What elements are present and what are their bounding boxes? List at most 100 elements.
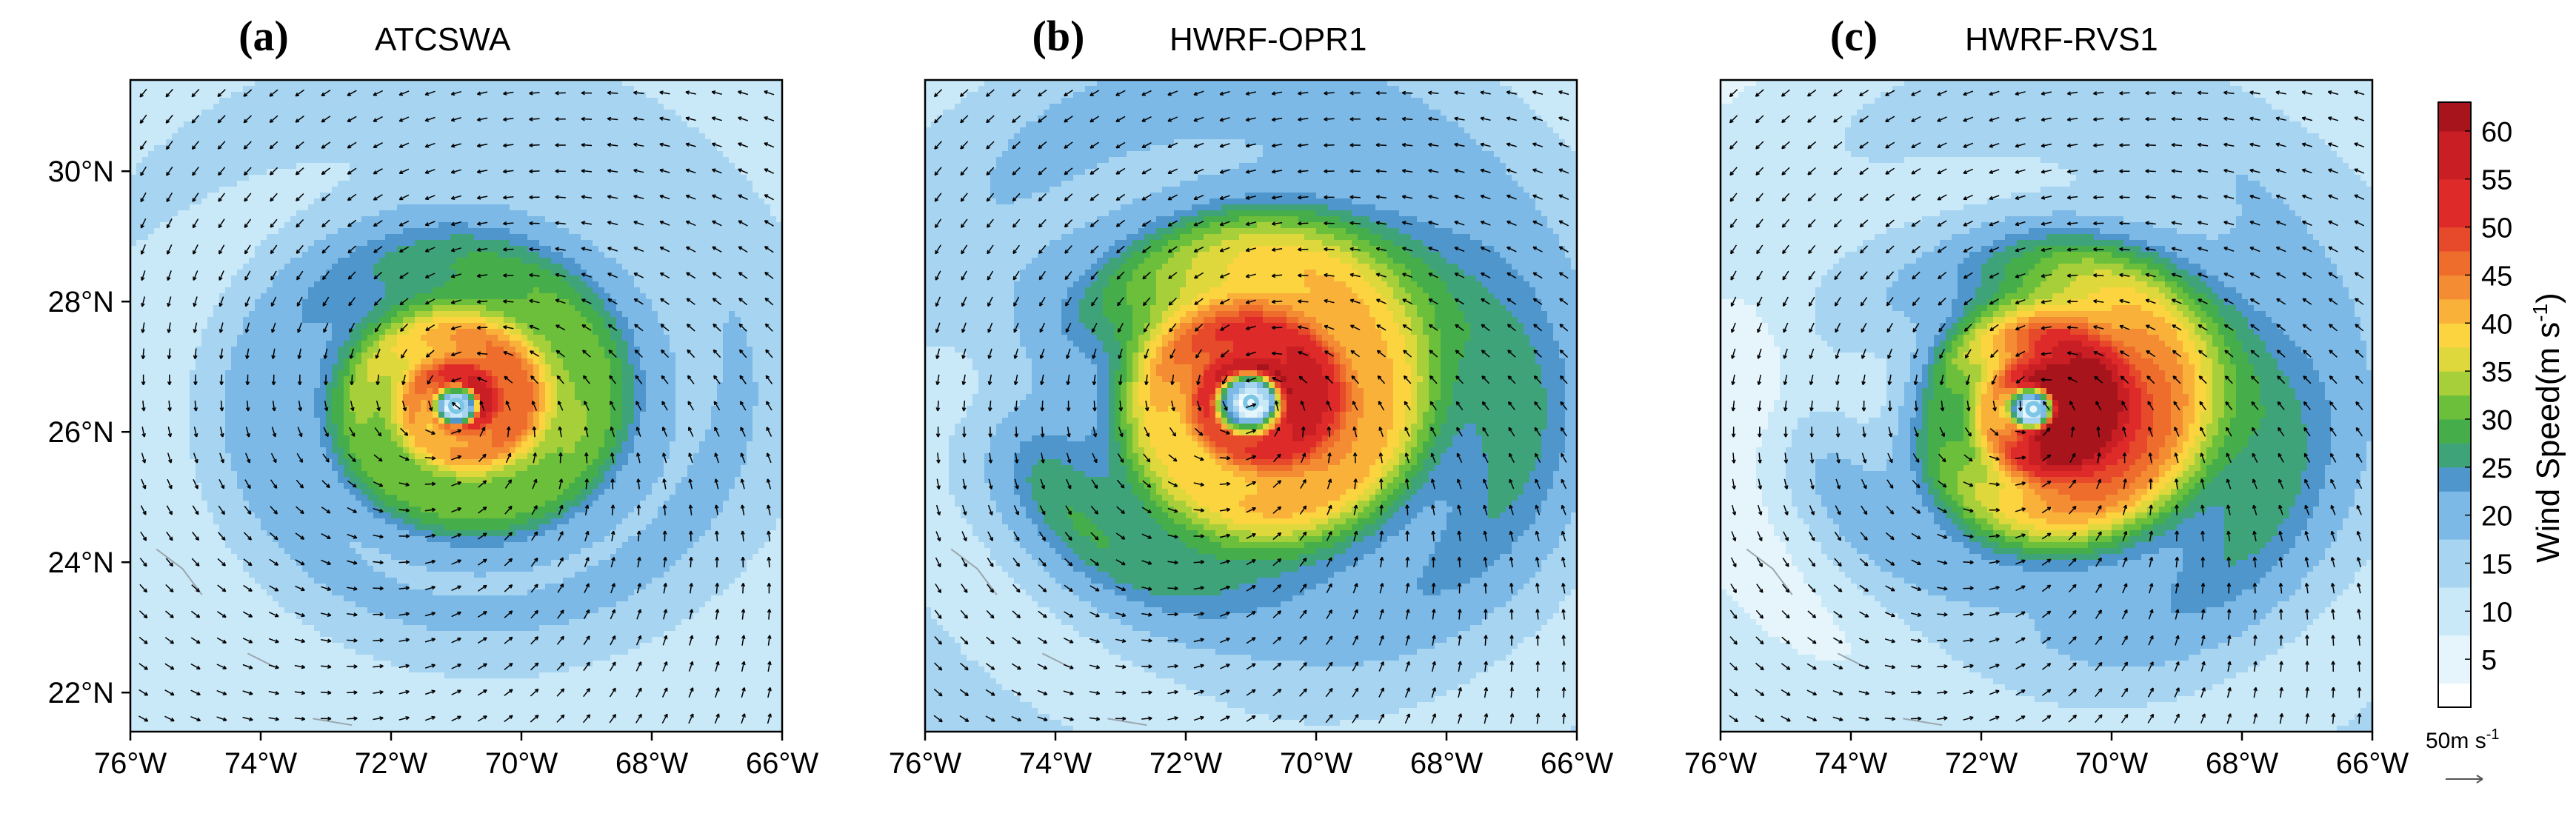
wind-cell (314, 204, 321, 211)
wind-cell (314, 216, 321, 223)
wind-cell (130, 299, 137, 306)
wind-cell (273, 216, 279, 223)
wind-cell (367, 193, 374, 199)
wind-cell (243, 607, 250, 614)
wind-cell (225, 92, 232, 98)
wind-cell (184, 98, 190, 104)
wind-cell (196, 323, 202, 330)
wind-cell (373, 631, 380, 638)
wind-cell (373, 234, 380, 241)
wind-cell (184, 104, 190, 110)
wind-cell (237, 228, 244, 235)
wind-cell (391, 495, 398, 501)
wind-cell (201, 678, 208, 685)
wind-cell (332, 631, 338, 638)
wind-cell (373, 714, 380, 721)
wind-cell (273, 104, 279, 110)
wind-cell (385, 661, 392, 667)
wind-cell (249, 518, 256, 525)
wind-cell (154, 430, 161, 436)
wind-cell (243, 388, 250, 395)
wind-cell (166, 104, 173, 110)
wind-cell (142, 299, 149, 306)
wind-cell (207, 347, 214, 353)
wind-cell (154, 666, 161, 673)
wind-cell (225, 358, 232, 365)
wind-cell (130, 234, 137, 241)
wind-cell (201, 720, 208, 726)
wind-cell (231, 347, 238, 353)
wind-cell (190, 424, 196, 430)
wind-cell (302, 524, 309, 531)
wind-cell (213, 388, 220, 395)
wind-cell (361, 281, 368, 288)
wind-cell (385, 228, 392, 235)
wind-cell (148, 198, 155, 205)
wind-cell (284, 228, 291, 235)
wind-cell (379, 477, 386, 484)
wind-cell (154, 198, 161, 205)
wind-cell (231, 252, 238, 258)
wind-cell (154, 341, 161, 347)
wind-cell (332, 335, 338, 341)
wind-cell (213, 98, 220, 104)
wind-cell (314, 293, 321, 300)
wind-cell (314, 459, 321, 466)
wind-cell (361, 311, 368, 318)
wind-cell (344, 714, 350, 721)
wind-cell (178, 578, 184, 584)
wind-cell (379, 110, 386, 116)
wind-cell (261, 418, 267, 424)
wind-cell (350, 459, 356, 466)
wind-cell (196, 595, 202, 602)
wind-cell (284, 204, 291, 211)
wind-cell (213, 210, 220, 217)
wind-cell (267, 507, 273, 513)
wind-cell (178, 287, 184, 294)
wind-cell (154, 708, 161, 715)
wind-cell (308, 193, 315, 199)
wind-cell (166, 311, 173, 318)
wind-cell (367, 536, 374, 543)
wind-cell (308, 216, 315, 223)
wind-cell (284, 625, 291, 632)
wind-cell (142, 625, 149, 632)
wind-cell (267, 637, 273, 644)
wind-cell (385, 459, 392, 466)
wind-cell (391, 145, 398, 152)
wind-cell (296, 672, 303, 679)
wind-cell (267, 483, 273, 489)
wind-cell (338, 406, 344, 412)
wind-cell (249, 589, 256, 596)
wind-cell (296, 430, 303, 436)
wind-cell (278, 542, 285, 549)
wind-cell (201, 453, 208, 460)
wind-cell (344, 175, 350, 181)
wind-cell (284, 163, 291, 170)
wind-cell (201, 121, 208, 128)
wind-cell (326, 323, 333, 330)
wind-cell (225, 601, 232, 608)
wind-cell (136, 139, 143, 146)
wind-cell (219, 92, 226, 98)
wind-cell (356, 453, 362, 460)
wind-cell (338, 299, 344, 306)
wind-cell (361, 287, 368, 294)
wind-cell (207, 489, 214, 495)
wind-cell (344, 139, 350, 146)
wind-cell (273, 323, 279, 330)
wind-cell (160, 394, 167, 401)
wind-cell (249, 127, 256, 134)
wind-cell (385, 643, 392, 649)
wind-cell (237, 483, 244, 489)
wind-cell (243, 518, 250, 525)
wind-cell (344, 661, 350, 667)
wind-cell (154, 489, 161, 495)
wind-cell (267, 151, 273, 158)
wind-cell (160, 151, 167, 158)
wind-cell (308, 222, 315, 229)
wind-cell (190, 595, 196, 602)
wind-cell (172, 110, 178, 116)
wind-cell (302, 270, 309, 276)
wind-cell (261, 187, 267, 193)
